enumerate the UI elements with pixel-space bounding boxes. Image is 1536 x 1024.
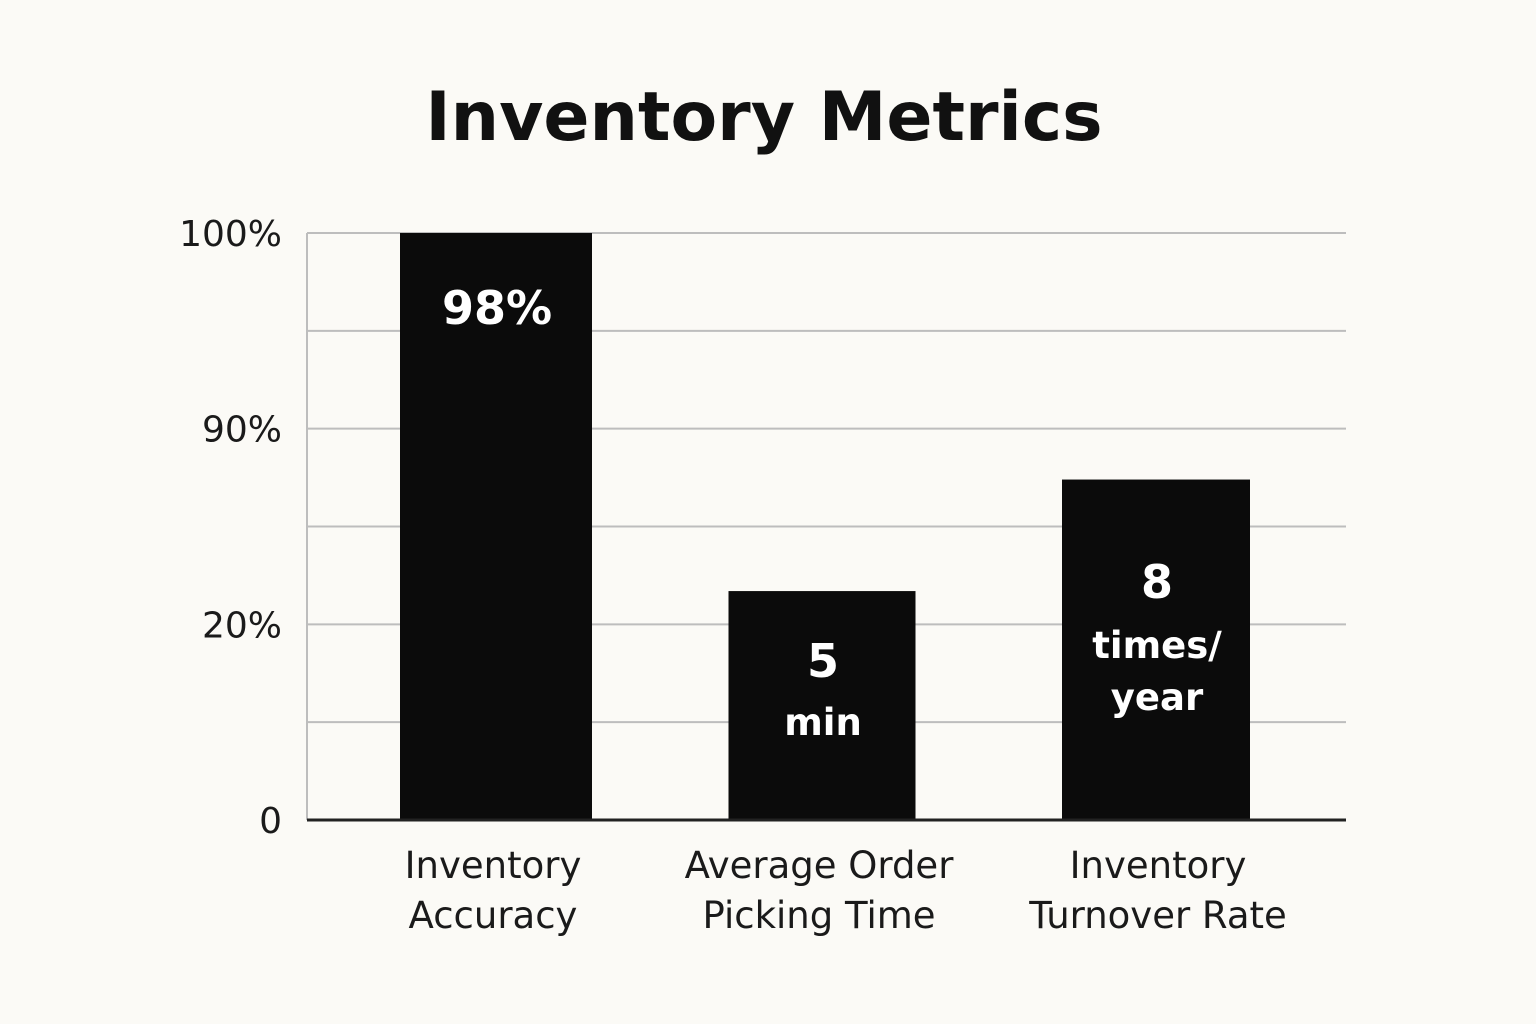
y-tick-label: 0 bbox=[259, 801, 282, 842]
bar-data-label: year bbox=[1111, 676, 1204, 719]
chart-title: Inventory Metrics bbox=[425, 78, 1102, 157]
x-tick-label: Inventory bbox=[1070, 844, 1247, 887]
bar-1 bbox=[400, 233, 592, 820]
x-tick-label: Turnover Rate bbox=[1028, 894, 1287, 937]
x-tick-label: Picking Time bbox=[702, 894, 935, 937]
bar-data-label: 8 bbox=[1141, 555, 1173, 609]
bar-data-label: min bbox=[784, 701, 862, 744]
x-tick-label: Inventory bbox=[405, 844, 582, 887]
bar-data-label: times/ bbox=[1092, 624, 1222, 667]
bar-data-labels: 98% 5 min 8 times/year bbox=[442, 281, 1222, 744]
x-tick-label: Accuracy bbox=[409, 894, 578, 937]
y-tick-label: 100% bbox=[179, 214, 282, 255]
y-axis-tick-labels: 0 20% 90% 100% bbox=[179, 214, 282, 842]
bars bbox=[400, 233, 1250, 820]
x-tick-label: Average Order bbox=[685, 844, 955, 887]
y-tick-label: 90% bbox=[202, 410, 282, 451]
bar-data-label: 5 bbox=[807, 634, 839, 688]
x-axis-tick-labels: Inventory Accuracy Average Order Picking Ti… bbox=[405, 844, 1287, 937]
bar-data-label: 98% bbox=[442, 281, 552, 335]
bar-3 bbox=[1062, 479, 1250, 820]
y-tick-label: 20% bbox=[202, 605, 282, 646]
bar-2 bbox=[728, 591, 916, 820]
